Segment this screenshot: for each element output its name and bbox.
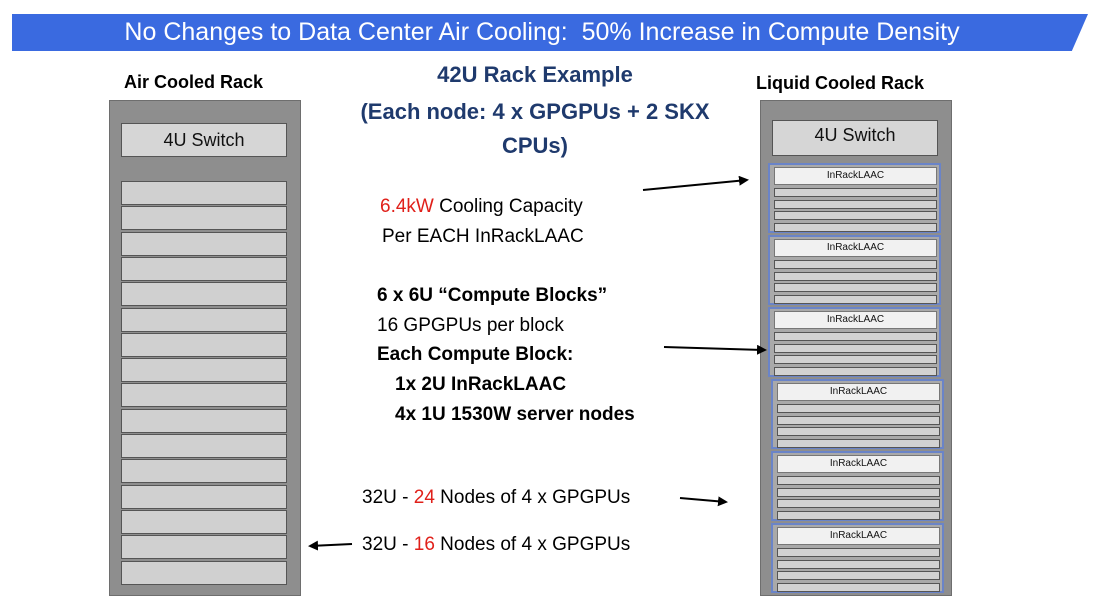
center-title-line2: (Each node: 4 x GPGPUs + 2 SKX xyxy=(360,99,710,124)
server-node xyxy=(777,438,940,448)
air-nodes-prefix: 32U - xyxy=(362,534,414,555)
air-rack-node-slot xyxy=(121,256,287,281)
cooling-capacity-line: 6.4kW Cooling Capacity xyxy=(380,196,583,218)
compute-block: InRackLAAC xyxy=(768,307,941,377)
server-node xyxy=(777,510,940,520)
server-node xyxy=(774,271,937,281)
air-rack-title: Air Cooled Rack xyxy=(124,72,264,92)
air-rack-node-slot xyxy=(121,535,287,560)
air-rack-node-slot xyxy=(121,358,287,383)
arrow-to-liquid-nodes xyxy=(679,496,728,507)
compute-block: InRackLAAC xyxy=(768,235,941,305)
server-node xyxy=(774,355,937,364)
inrack-laac-unit: InRackLAAC xyxy=(777,383,940,401)
server-node xyxy=(777,548,940,557)
inrack-laac-unit: InRackLAAC xyxy=(774,239,937,257)
air-rack-node-slot xyxy=(121,206,287,231)
server-node xyxy=(774,211,937,220)
air-rack-node-slot xyxy=(121,408,287,433)
compute-block: InRackLAAC xyxy=(771,451,944,521)
inrack-laac-unit: InRackLAAC xyxy=(774,167,937,185)
arrow-to-compute-block xyxy=(663,344,767,355)
compute-block: InRackLAAC xyxy=(771,523,944,593)
each-block-heading: Each Compute Block: xyxy=(377,344,574,365)
air-rack-node-slot xyxy=(121,181,287,205)
server-node xyxy=(777,582,940,592)
air-rack-node-slot xyxy=(121,332,287,357)
liquid-nodes-line: 32U - 24 Nodes of 4 x GPGPUs xyxy=(362,487,630,509)
air-nodes-suffix: Nodes of 4 x GPGPUs xyxy=(434,534,631,555)
air-rack-node-slot xyxy=(121,560,287,585)
air-rack-switch: 4U Switch xyxy=(121,123,287,157)
inrack-laac-unit: InRackLAAC xyxy=(774,311,937,329)
liquid-rack-switch: 4U Switch xyxy=(772,120,938,156)
server-node xyxy=(777,427,940,436)
compute-blocks-line: 6 x 6U “Compute Blocks” xyxy=(377,285,608,306)
server-node xyxy=(774,366,937,376)
center-title-line1: 42U Rack Example xyxy=(437,62,633,87)
air-rack-node-slot xyxy=(121,231,287,256)
air-rack-node-slot xyxy=(121,484,287,509)
banner-title: No Changes to Data Center Air Cooling: 5… xyxy=(124,18,960,46)
inrack-laac-unit: InRackLAAC xyxy=(777,455,940,473)
liquid-nodes-prefix: 32U - xyxy=(362,487,414,508)
server-node xyxy=(774,188,937,197)
inrack-laac-unit: InRackLAAC xyxy=(777,527,940,545)
arrow-to-air-nodes xyxy=(308,540,353,551)
center-title-line3: CPUs) xyxy=(501,133,568,158)
liquid-cooled-rack: 4U Switch InRackLAAC InRackLAAC InRackLAAC… xyxy=(760,100,952,596)
cooling-text: Cooling Capacity xyxy=(433,196,583,217)
liquid-nodes-suffix: Nodes of 4 x GPGPUs xyxy=(434,487,631,508)
air-nodes-count: 16 xyxy=(413,534,435,555)
server-node xyxy=(774,332,937,341)
server-node xyxy=(777,487,940,497)
air-nodes-line: 32U - 16 Nodes of 4 x GPGPUs xyxy=(362,534,630,556)
server-node xyxy=(774,343,937,353)
liquid-rack-title: Liquid Cooled Rack xyxy=(756,73,925,93)
arrow-to-laac xyxy=(642,175,749,191)
cooling-value: 6.4kW xyxy=(380,196,434,217)
air-rack-node-slot xyxy=(121,459,287,484)
server-node xyxy=(777,499,940,508)
compute-block: InRackLAAC xyxy=(768,163,941,233)
air-rack-node-slot xyxy=(121,509,287,534)
air-rack-node-slot xyxy=(121,282,287,307)
server-node xyxy=(777,404,940,413)
server-node xyxy=(774,294,937,304)
server-node xyxy=(777,415,940,425)
air-rack-node-slot xyxy=(121,434,287,458)
server-node xyxy=(774,260,937,269)
cooling-per-laac: Per EACH InRackLAAC xyxy=(382,226,584,247)
air-rack-node-slot xyxy=(121,307,287,332)
air-cooled-rack: 4U Switch xyxy=(109,100,301,596)
server-node xyxy=(774,222,937,232)
block-item-laac: 1x 2U InRackLAAC xyxy=(395,374,567,395)
block-item-nodes: 4x 1U 1530W server nodes xyxy=(395,404,635,425)
air-rack-node-slot xyxy=(121,383,287,408)
gpus-per-block-line: 16 GPGPUs per block xyxy=(377,315,564,336)
server-node xyxy=(774,199,937,209)
liquid-nodes-count: 24 xyxy=(413,487,435,508)
server-node xyxy=(777,571,940,580)
title-banner xyxy=(12,14,1088,51)
server-node xyxy=(774,283,937,292)
server-node xyxy=(777,559,940,569)
server-node xyxy=(777,476,940,485)
compute-block: InRackLAAC xyxy=(771,379,944,449)
